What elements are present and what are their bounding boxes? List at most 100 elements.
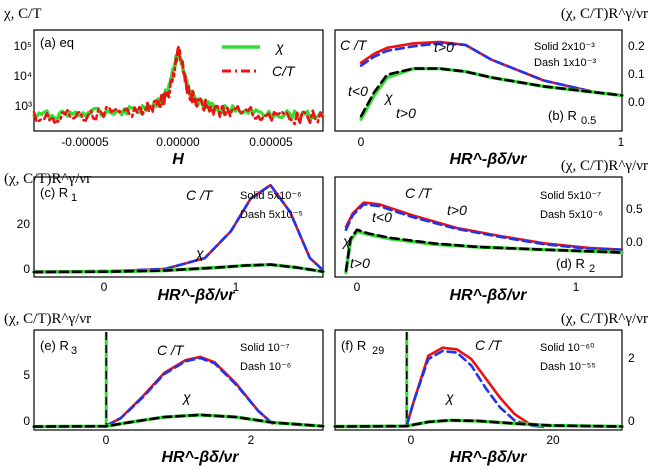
panel-e-ann-chi: χ — [181, 389, 191, 405]
panel-b-series-3 — [359, 67, 624, 118]
panel-e-xlabel: HR^-βδ/νr — [161, 449, 239, 466]
panel-c-xlabel: HR^-βδ/νr — [157, 287, 235, 304]
panel-e-ytick-0: 0 — [23, 414, 30, 428]
panel-d-ann-chi: χ — [341, 233, 351, 249]
panel-a-ylabel: χ, C/T — [3, 6, 42, 22]
panel-c-solid-note: Solid 5x10⁻⁶ — [240, 190, 302, 202]
panel-b-ylabel: (χ, C/T)R^γ/νr — [561, 6, 648, 22]
panel-f-ytick-2: 2 — [628, 351, 635, 365]
panel-a-ytick-1e5: 10⁵ — [14, 39, 32, 53]
panel-d-frame — [334, 176, 623, 278]
panel-b-label-sub: 0.5 — [581, 115, 596, 127]
panel-d: (χ, C/T)R^γ/νr Solid 5x10⁻⁷ Dash 5x10⁻⁶ … — [334, 158, 648, 304]
panel-a-ytick-1e4: 10⁴ — [13, 69, 32, 83]
panel-a-frame — [33, 29, 324, 132]
panel-b-ann-tpos1: t>0 — [434, 39, 454, 55]
panel-a-series-1 — [32, 45, 325, 126]
panel-f-ytick-0: 0 — [628, 414, 635, 428]
legend-chi-label: χ — [274, 39, 284, 55]
panel-f-ann-ct: C /T — [475, 337, 503, 353]
panel-a-ytick-1e3: 10³ — [15, 99, 32, 113]
panel-b-frame — [334, 29, 623, 132]
panel-b-xlabel: HR^-βδ/νr — [449, 151, 527, 168]
panel-e-dash-note: Dash 10⁻⁶ — [240, 361, 291, 373]
panel-b-plot — [359, 40, 624, 121]
panel-d-ann-tpos1: t>0 — [447, 202, 467, 218]
panel-d-dash-note: Dash 5x10⁻⁶ — [540, 209, 603, 221]
panel-d-label: (d) R — [556, 256, 585, 271]
panel-c-ytick-20: 20 — [17, 217, 31, 231]
panel-b-label: (b) R — [548, 108, 577, 123]
panel-c-label: (c) R — [40, 185, 68, 200]
panel-b-xtick-0: 0 — [358, 135, 365, 149]
panel-f-solid-note: Solid 10⁻⁶⁰ — [540, 342, 595, 354]
panel-b-ann-ct: C /T — [340, 37, 368, 53]
panel-a-label: (a) eq — [40, 35, 74, 50]
panel-f-series-3 — [333, 419, 624, 428]
panel-c-xtick-0: 0 — [101, 280, 108, 294]
panel-c-ann-chi: χ — [194, 245, 204, 261]
panel-b: (χ, C/T)R^γ/νr Solid 2x10⁻³ Dash 1x10⁻³ … — [334, 6, 648, 168]
panel-f-frame — [334, 329, 623, 431]
panel-a-xtick-pos: 0.00005 — [249, 135, 293, 149]
panel-e-ylabel: (χ, C/T)R^γ/νr — [4, 311, 91, 327]
panel-c-ann-ct: C /T — [186, 187, 214, 203]
panel-b-ann-tpos2: t>0 — [396, 105, 416, 121]
panel-c-ylabel: (χ, C/T)R^γ/νr — [4, 171, 91, 187]
panel-c-frame — [33, 176, 324, 278]
panel-e-solid-note: Solid 10⁻⁷ — [240, 342, 290, 354]
panel-b-ytick-01: 0.1 — [628, 67, 645, 81]
panel-f-label-sub: 29 — [372, 345, 384, 357]
panel-f-dash-note: Dash 10⁻⁵⁵ — [540, 361, 596, 373]
panel-d-label-sub: 2 — [589, 263, 595, 275]
legend-ct-label: C/T — [272, 63, 296, 79]
panel-a-xtick-zero: 0.00000 — [156, 135, 200, 149]
panel-e-plot — [32, 332, 325, 429]
panel-e-ytick-5: 5 — [23, 368, 30, 382]
panel-a-plot — [32, 45, 325, 126]
panel-a: χ, C/T (a) eq χ C/T 10⁵ 10⁴ 10³ -0.00005… — [3, 6, 325, 168]
panel-d-ann-tpos2: t>0 — [350, 255, 370, 271]
panel-f-plot — [333, 332, 624, 429]
panel-b-dash-note: Dash 1x10⁻³ — [534, 57, 596, 69]
panel-d-solid-note: Solid 5x10⁻⁷ — [540, 190, 601, 202]
panel-b-xtick-1: 1 — [618, 135, 625, 149]
panel-e-label-sub: 3 — [71, 345, 77, 357]
panel-b-series-1 — [359, 42, 624, 97]
panel-e-series-3 — [32, 413, 325, 428]
panel-b-ann-chi: χ — [383, 89, 393, 105]
panel-f-xlabel: HR^-βδ/νr — [449, 449, 527, 466]
panel-d-ytick-00: 0.0 — [626, 235, 643, 249]
panel-e-ann-ct: C /T — [157, 342, 185, 358]
panel-f-label: (f) R — [341, 338, 366, 353]
panel-e-xtick-2: 2 — [248, 433, 255, 447]
panel-c-plot — [32, 183, 325, 274]
panel-d-ann-tneg: t<0 — [372, 209, 392, 225]
panel-f-series-1 — [405, 349, 545, 429]
panel-b-ann-tneg: t<0 — [348, 83, 368, 99]
panel-d-xtick-1: 1 — [573, 280, 580, 294]
panel-d-xlabel: HR^-βδ/νr — [449, 287, 527, 304]
panel-d-ytick-05: 0.5 — [626, 202, 643, 216]
panel-e-series-1 — [105, 356, 274, 427]
panel-d-series-3 — [344, 228, 624, 272]
panel-f-xtick-0: 0 — [408, 433, 415, 447]
panel-c-series-3 — [32, 263, 325, 274]
panel-a-xtick-neg: -0.00005 — [61, 135, 109, 149]
panel-e: (χ, C/T)R^γ/νr (e) R 3 Solid 10⁻⁷ Dash 1… — [4, 311, 325, 466]
panel-c-xtick-1: 1 — [233, 280, 240, 294]
panel-d-ann-ct: C /T — [405, 185, 433, 201]
panel-c-dash-note: Dash 5x10⁻⁵ — [240, 209, 303, 221]
panel-f-ann-chi: χ — [444, 389, 454, 405]
panel-d-plot — [344, 201, 624, 275]
panel-c-label-sub: 1 — [71, 192, 77, 204]
panel-d-ylabel: (χ, C/T)R^γ/νr — [561, 158, 648, 174]
panel-e-frame — [33, 329, 324, 431]
panel-f-ylabel: (χ, C/T)R^γ/νr — [561, 311, 648, 327]
panel-e-xtick-0: 0 — [103, 433, 110, 447]
panel-a-legend: χ C/T — [222, 39, 296, 79]
panel-d-xtick-0: 0 — [354, 280, 361, 294]
panel-d-series-1 — [344, 203, 624, 251]
panel-a-xlabel: H — [172, 151, 184, 168]
